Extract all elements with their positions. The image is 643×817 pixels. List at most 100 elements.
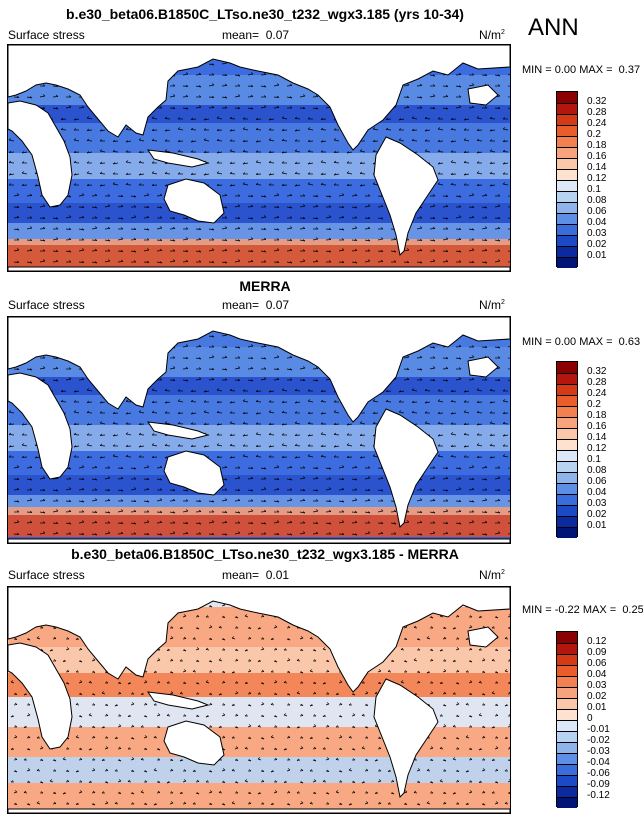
colorbar-swatch [557, 384, 577, 395]
panel-2-variable-label: Surface stress [8, 298, 85, 312]
colorbar-swatch [557, 527, 577, 538]
colorbar-swatch [557, 202, 577, 213]
colorbar-swatch [557, 665, 577, 676]
colorbar-tick-label: 0.01 [587, 520, 607, 531]
colorbar-tick-label: 0.24 [587, 388, 607, 399]
colorbar-tick-label: 0.2 [587, 399, 601, 410]
colorbar-swatch [557, 373, 577, 384]
stress-band [8, 757, 510, 783]
panel-3-min-value: -0.22 [554, 604, 580, 616]
panel-3-map [7, 586, 511, 814]
panel-1-title: b.e30_beta06.B1850C_LTso.ne30_t232_wgx3.… [66, 6, 464, 22]
colorbar-tick-label: 0.09 [587, 647, 607, 658]
stress-band [8, 647, 510, 673]
colorbar-tick-label: 0.12 [587, 443, 607, 454]
colorbar-swatch [557, 417, 577, 428]
colorbar-tick-label: 0.12 [587, 636, 607, 647]
stress-band [8, 245, 510, 267]
colorbar-swatch [557, 136, 577, 147]
land-mass [8, 538, 510, 543]
colorbar-swatch [557, 125, 577, 136]
panel-2-min-value: 0.00 [554, 336, 577, 348]
land-mass [8, 45, 510, 151]
land-mass [8, 587, 510, 693]
panel-2-mean: mean= 0.07 [222, 298, 289, 312]
colorbar-swatch [557, 224, 577, 235]
colorbar-swatch [557, 505, 577, 516]
colorbar-tick-label: 0.1 [587, 454, 601, 465]
colorbar-swatch [557, 654, 577, 665]
colorbar-tick-label: 0.03 [587, 228, 607, 239]
land-mass [8, 808, 510, 813]
colorbar-tick-label: -0.06 [587, 768, 610, 779]
stress-band [8, 203, 510, 223]
land-mass [467, 84, 499, 106]
colorbar-swatch [557, 516, 577, 527]
colorbar-tick-label: -0.04 [587, 757, 610, 768]
colorbar-swatch [557, 494, 577, 505]
colorbar-swatch [557, 775, 577, 786]
colorbar-tick-label: 0.16 [587, 151, 607, 162]
colorbar-tick-label: 0.16 [587, 421, 607, 432]
colorbar-swatch [557, 720, 577, 731]
colorbar-swatch [557, 191, 577, 202]
stress-band [8, 123, 510, 153]
colorbar-swatch [557, 180, 577, 191]
colorbar-swatch [557, 632, 577, 643]
stress-band [8, 475, 510, 495]
panel-3-mean: mean= 0.01 [222, 568, 289, 582]
panel-3-minmax: MIN = -0.22 MAX = 0.25 [522, 604, 643, 616]
colorbar-tick-label: 0.03 [587, 680, 607, 691]
colorbar-tick-label: -0.01 [587, 724, 610, 735]
colorbar-tick-label: -0.02 [587, 735, 610, 746]
stress-band [8, 727, 510, 757]
colorbar-swatch [557, 797, 577, 808]
panel-3-title: b.e30_beta06.B1850C_LTso.ne30_t232_wgx3.… [71, 546, 459, 562]
colorbar-tick-label: 0.32 [587, 366, 607, 377]
colorbar-swatch [557, 439, 577, 450]
stress-band [8, 395, 510, 425]
colorbar-tick-label: -0.12 [587, 790, 610, 801]
panel-1-map [7, 44, 511, 272]
panel-3-max-value: 0.25 [622, 604, 643, 616]
colorbar-swatch [557, 92, 577, 103]
colorbar-swatch [557, 246, 577, 257]
panel-2-units: N/m2 [479, 298, 505, 312]
colorbar-tick-label: 0.02 [587, 509, 607, 520]
panel-2-mean-label: mean= [222, 298, 260, 312]
colorbar-swatch [557, 257, 577, 268]
colorbar-tick-label: 0.18 [587, 140, 607, 151]
colorbar-swatch [557, 461, 577, 472]
panel-3-colorbar [556, 631, 578, 808]
colorbar-tick-label: 0.24 [587, 118, 607, 129]
stress-band [8, 239, 510, 245]
colorbar-swatch [557, 786, 577, 797]
panel-3-mean-label: mean= [222, 568, 260, 582]
panel-1-variable-label: Surface stress [8, 28, 85, 42]
colorbar-tick-label: 0.14 [587, 432, 607, 443]
land-mass [8, 100, 73, 208]
colorbar-swatch [557, 753, 577, 764]
land-mass [8, 317, 510, 423]
colorbar-swatch [557, 395, 577, 406]
panel-2-title: MERRA [239, 278, 291, 294]
panel-1-mean-value: 0.07 [265, 28, 290, 42]
colorbar-tick-label: -0.09 [587, 779, 610, 790]
colorbar-tick-label: 0.28 [587, 377, 607, 388]
land-mass [146, 691, 210, 710]
colorbar-tick-label: 0.12 [587, 173, 607, 184]
panel-1-mean: mean= 0.07 [222, 28, 289, 42]
colorbar-swatch [557, 103, 577, 114]
colorbar-tick-label: 0.04 [587, 217, 607, 228]
colorbar-swatch [557, 483, 577, 494]
land-mass [373, 408, 439, 529]
colorbar-tick-label: 0.02 [587, 691, 607, 702]
panel-1-mean-label: mean= [222, 28, 260, 42]
colorbar-swatch [557, 676, 577, 687]
colorbar-swatch [557, 235, 577, 246]
land-mass [373, 136, 439, 257]
panel-1-max-value: 0.37 [618, 64, 641, 76]
panel-3-mean-value: 0.01 [265, 568, 290, 582]
colorbar-tick-label: 0.04 [587, 487, 607, 498]
panel-1-minmax: MIN = 0.00 MAX = 0.37 [522, 64, 641, 76]
